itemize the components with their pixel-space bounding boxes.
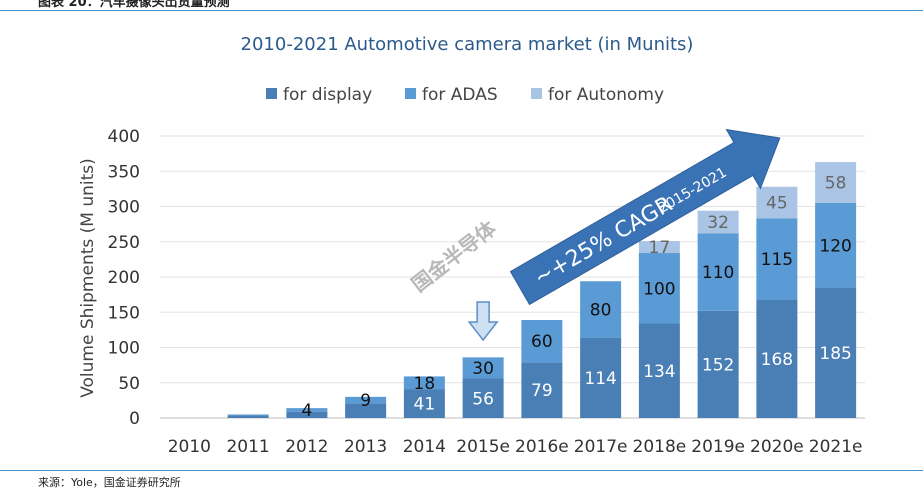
data-label: 17: [649, 238, 671, 258]
bar-segment: [462, 357, 504, 379]
bar-segment: [462, 378, 504, 418]
x-axis: 2010 2011 2012 2013 2014 2015e 2016e 2017e 2018e…: [168, 437, 863, 457]
x-tick-label: 2017e: [574, 437, 628, 457]
y-tick-label: 250: [108, 233, 140, 253]
chart-title: 2010-2021 Automotive camera market (in M…: [241, 34, 694, 55]
data-label: 60: [531, 332, 553, 352]
bar-segment: [815, 202, 857, 288]
x-tick-label: 2021e: [809, 437, 863, 457]
bar-segment: [227, 414, 269, 416]
y-tick-label: 50: [118, 374, 140, 394]
bar-segment: [756, 186, 798, 219]
data-label: 79: [531, 381, 553, 401]
data-label: 45: [766, 194, 788, 214]
data-label: 185: [819, 344, 851, 364]
bar-segment: [815, 287, 857, 418]
bar-segment: [815, 162, 857, 203]
bars: [227, 162, 857, 418]
bar-segment: [638, 323, 680, 418]
bar-segment: [521, 362, 563, 418]
bar-segment: [403, 389, 445, 418]
data-label: 168: [761, 350, 793, 370]
source-note: 来源：Yole，国金证券研究所: [38, 476, 181, 489]
data-label: 100: [643, 279, 675, 299]
y-tick-label: 300: [108, 198, 140, 218]
x-tick-label: 2012: [285, 437, 328, 457]
bar-segment: [580, 337, 622, 418]
x-tick-label: 2018e: [633, 437, 687, 457]
y-tick-label: 100: [108, 339, 140, 359]
y-tick-label: 350: [108, 162, 140, 182]
data-label: 32: [707, 213, 729, 233]
legend-swatch: [405, 88, 416, 99]
y-axis-label: Volume Shipments (M units): [78, 158, 98, 398]
legend-label: for Autonomy: [548, 85, 664, 105]
bar-segment: [697, 310, 739, 418]
data-label: 18: [414, 374, 436, 394]
bottom-divider: [0, 470, 923, 471]
camera-market-chart: 2010-2021 Automotive camera market (in M…: [78, 34, 865, 457]
figure-caption: 图表 20：汽车摄像头出货量预测: [38, 0, 230, 10]
legend-label: for ADAS: [422, 85, 498, 105]
data-label: 115: [761, 250, 793, 270]
x-tick-label: 2013: [344, 437, 387, 457]
data-label: 41: [414, 395, 436, 415]
legend-label: for display: [283, 85, 372, 105]
legend-swatch: [266, 88, 277, 99]
x-tick-label: 2014: [403, 437, 446, 457]
data-label: 134: [643, 362, 675, 382]
data-label: 120: [819, 236, 851, 256]
bar-segment: [286, 411, 328, 418]
arrow-body: [509, 128, 781, 306]
bar-segment: [697, 233, 739, 311]
down-arrow-icon: [467, 301, 499, 342]
data-label: 110: [702, 263, 734, 283]
data-label: 30: [472, 359, 494, 379]
data-label: 114: [584, 369, 616, 389]
bar-segment: [403, 376, 445, 390]
y-tick-label: 200: [108, 268, 140, 288]
data-label: 152: [702, 355, 734, 375]
x-tick-label: 2016e: [515, 437, 569, 457]
bar-segment: [756, 218, 798, 300]
data-label: 56: [472, 389, 494, 409]
bar-segment: [286, 408, 328, 412]
x-tick-label: 2010: [168, 437, 211, 457]
x-tick-label: 2019e: [691, 437, 745, 457]
watermark: 国金半导体: [407, 216, 501, 297]
bar-segment: [345, 396, 387, 404]
bar-segment: [521, 320, 563, 363]
top-divider: [0, 10, 923, 11]
data-label: 9: [360, 391, 371, 411]
bar-segment: [756, 299, 798, 418]
legend: for display for ADAS for Autonomy: [266, 85, 664, 105]
y-tick-label: 0: [129, 409, 140, 429]
legend-swatch: [531, 88, 542, 99]
data-label: 80: [590, 300, 612, 320]
x-tick-label: 2011: [226, 437, 269, 457]
data-label: 4: [301, 401, 312, 421]
bar-segment: [580, 281, 622, 338]
y-tick-label: 150: [108, 303, 140, 323]
x-tick-label: 2020e: [750, 437, 804, 457]
x-tick-label: 2015e: [456, 437, 510, 457]
down-arrow-shape: [467, 301, 499, 342]
bar-segment: [227, 415, 269, 418]
data-label: 58: [825, 174, 847, 194]
bar-segment: [638, 253, 680, 324]
y-axis: 0 50 100 150 200 250 300 350 400: [108, 127, 140, 429]
bar-segment: [345, 403, 387, 418]
bar-segment: [697, 210, 739, 234]
y-tick-label: 400: [108, 127, 140, 147]
bar-segment: [638, 241, 680, 254]
